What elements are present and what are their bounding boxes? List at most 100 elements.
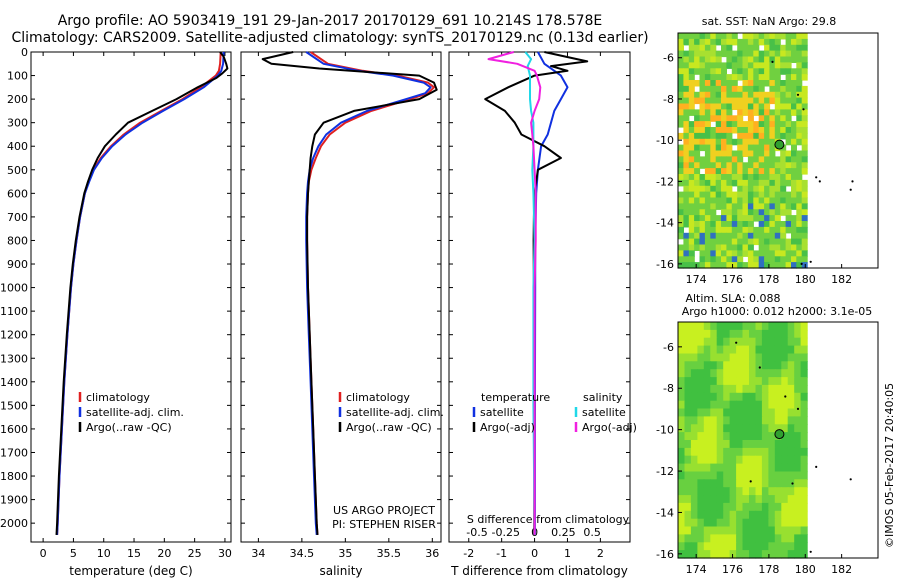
map-cell	[774, 162, 781, 169]
map-cell	[731, 50, 738, 58]
map-cell	[800, 502, 808, 512]
map-cell	[723, 526, 731, 535]
map-cell	[710, 56, 717, 63]
map-cell	[785, 127, 792, 134]
map-cell	[753, 174, 760, 181]
map-cell	[703, 384, 711, 394]
map-cell	[690, 408, 698, 417]
map-cell	[710, 463, 718, 473]
map-cell	[699, 115, 706, 122]
map-cell	[787, 432, 795, 441]
map-cell	[801, 127, 808, 134]
map-island-dot	[809, 550, 812, 553]
map-cell	[721, 132, 727, 140]
map-cell	[749, 502, 757, 512]
map-cell	[764, 174, 771, 181]
map-cell	[690, 479, 698, 488]
map-cell	[764, 103, 771, 110]
map-cell	[768, 526, 776, 535]
map-cell	[723, 440, 731, 449]
map-cell	[731, 232, 738, 240]
map-cell	[678, 226, 684, 234]
map-cell	[781, 463, 789, 473]
map-cell	[801, 256, 808, 263]
map-cell	[791, 232, 797, 240]
map-cell	[764, 138, 771, 146]
map-cell	[699, 80, 706, 87]
map-cell	[768, 329, 776, 339]
map-cell	[699, 68, 706, 75]
map-cell	[736, 369, 744, 378]
map-cell	[742, 232, 749, 240]
map-cell	[774, 50, 781, 58]
map-cell	[785, 191, 792, 199]
map-cell	[749, 463, 757, 473]
map-cell	[791, 191, 797, 199]
map-cell	[723, 471, 731, 480]
map-cell	[697, 361, 705, 370]
map-cell	[678, 377, 686, 386]
map-cell	[703, 416, 711, 425]
map-cell	[716, 400, 724, 410]
map-cell	[710, 377, 718, 386]
map-cell	[737, 85, 744, 93]
map-cell	[768, 424, 776, 433]
map-cell	[755, 534, 763, 543]
map-cell	[780, 197, 787, 204]
map-cell	[747, 209, 754, 216]
map-cell	[780, 221, 787, 228]
map-cell	[801, 226, 808, 234]
map-cell	[721, 138, 727, 146]
map-cell	[690, 455, 698, 465]
map-cell	[794, 345, 802, 355]
map-cell	[774, 226, 781, 234]
map-cell	[710, 50, 717, 58]
map-cell	[769, 226, 776, 234]
map-cell	[758, 168, 765, 175]
map-cell	[715, 109, 722, 116]
map-cell	[761, 361, 769, 370]
map-cell	[721, 262, 727, 269]
map-cell	[683, 191, 690, 199]
difference-xtick-label: 0	[531, 547, 538, 560]
map-cell	[678, 44, 684, 52]
map-cell	[715, 203, 722, 210]
map-cell	[710, 115, 717, 122]
map-cell	[774, 471, 782, 480]
map-cell	[764, 156, 771, 163]
map-cell	[785, 197, 792, 204]
map-cell	[785, 215, 792, 222]
map-cell	[684, 534, 692, 543]
map-cell	[796, 150, 803, 157]
map-cell	[794, 447, 802, 457]
map-sla_map-frame	[677, 321, 879, 559]
map-cell	[690, 447, 698, 457]
map-cell	[699, 38, 706, 46]
map-cell	[710, 144, 717, 152]
map-cell	[699, 74, 706, 81]
map-cell	[704, 203, 711, 210]
map-cell	[721, 174, 727, 181]
map-cell	[794, 463, 802, 473]
map-cell	[742, 68, 749, 75]
map-cell	[774, 455, 782, 465]
map-cell	[785, 50, 792, 58]
map-cell	[678, 132, 684, 140]
map-cell	[801, 74, 808, 81]
map-cell	[758, 262, 765, 269]
map-cell	[769, 115, 776, 122]
map-cell	[742, 510, 750, 520]
map-cell	[678, 179, 684, 187]
map-cell	[731, 256, 738, 263]
map-cell	[747, 197, 754, 204]
map-cell	[800, 550, 808, 559]
map-cell	[755, 495, 763, 504]
map-cell	[761, 353, 769, 362]
map-cell	[768, 337, 776, 347]
map-cell	[758, 50, 765, 58]
map-cell	[781, 526, 789, 535]
map-cell	[742, 109, 749, 116]
map-cell	[747, 97, 754, 105]
map-cell	[774, 353, 782, 362]
map-cell	[703, 440, 711, 449]
